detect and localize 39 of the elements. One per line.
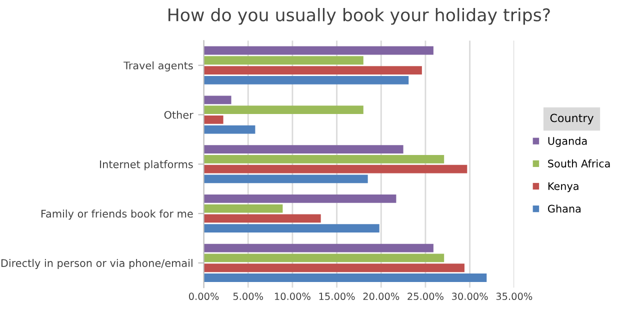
bar bbox=[204, 66, 422, 74]
y-tick-label: Travel agents bbox=[124, 61, 193, 72]
x-tick-label: 5.00% bbox=[233, 292, 264, 300]
bar bbox=[204, 96, 232, 104]
legend-label: South Africa bbox=[548, 159, 610, 168]
y-tick-label: Other bbox=[164, 110, 194, 119]
bar bbox=[204, 145, 404, 154]
bar bbox=[204, 274, 487, 282]
bar bbox=[204, 264, 464, 272]
bar bbox=[204, 154, 444, 164]
bar bbox=[204, 174, 368, 184]
chart-title: How do you usually book your holiday trips? bbox=[168, 8, 550, 25]
bar bbox=[204, 244, 434, 252]
x-tick-label: 25.00% bbox=[408, 292, 444, 300]
bar bbox=[204, 204, 283, 213]
bar bbox=[204, 76, 409, 84]
legend-label: Uganda bbox=[548, 136, 587, 147]
x-tick-label: 35.00% bbox=[496, 292, 532, 300]
bar bbox=[204, 46, 434, 55]
y-tick-label: Directly in person or via phone/email bbox=[1, 258, 192, 270]
x-tick-label: 10.00% bbox=[274, 292, 310, 300]
x-tick-label: 15.00% bbox=[319, 292, 355, 300]
bar bbox=[204, 164, 468, 174]
bar bbox=[204, 214, 321, 223]
legend-label: Kenya bbox=[548, 182, 578, 192]
legend-label: Ghana bbox=[548, 204, 581, 213]
bar bbox=[204, 106, 364, 114]
y-tick-label: Internet platforms bbox=[100, 160, 193, 170]
bar bbox=[204, 194, 396, 203]
bar bbox=[204, 224, 380, 233]
bar bbox=[204, 115, 224, 124]
bar bbox=[204, 125, 256, 134]
legend-title: Country bbox=[550, 114, 594, 124]
x-tick-label: 30.00% bbox=[452, 292, 488, 300]
x-tick-label: 20.00% bbox=[363, 292, 400, 300]
x-tick-label: 0.00% bbox=[188, 292, 219, 300]
bar bbox=[204, 254, 444, 262]
bar bbox=[204, 56, 364, 65]
y-tick-label: Family or friends book for me bbox=[41, 210, 193, 220]
